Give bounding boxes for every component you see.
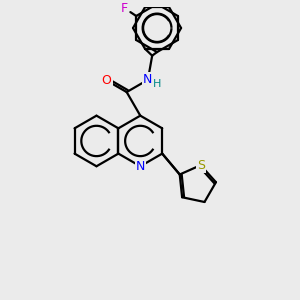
Text: O: O [102,74,112,87]
Text: N: N [136,160,145,173]
Text: F: F [121,2,128,15]
Text: N: N [143,73,153,86]
Text: S: S [196,159,205,172]
Text: H: H [152,79,161,89]
